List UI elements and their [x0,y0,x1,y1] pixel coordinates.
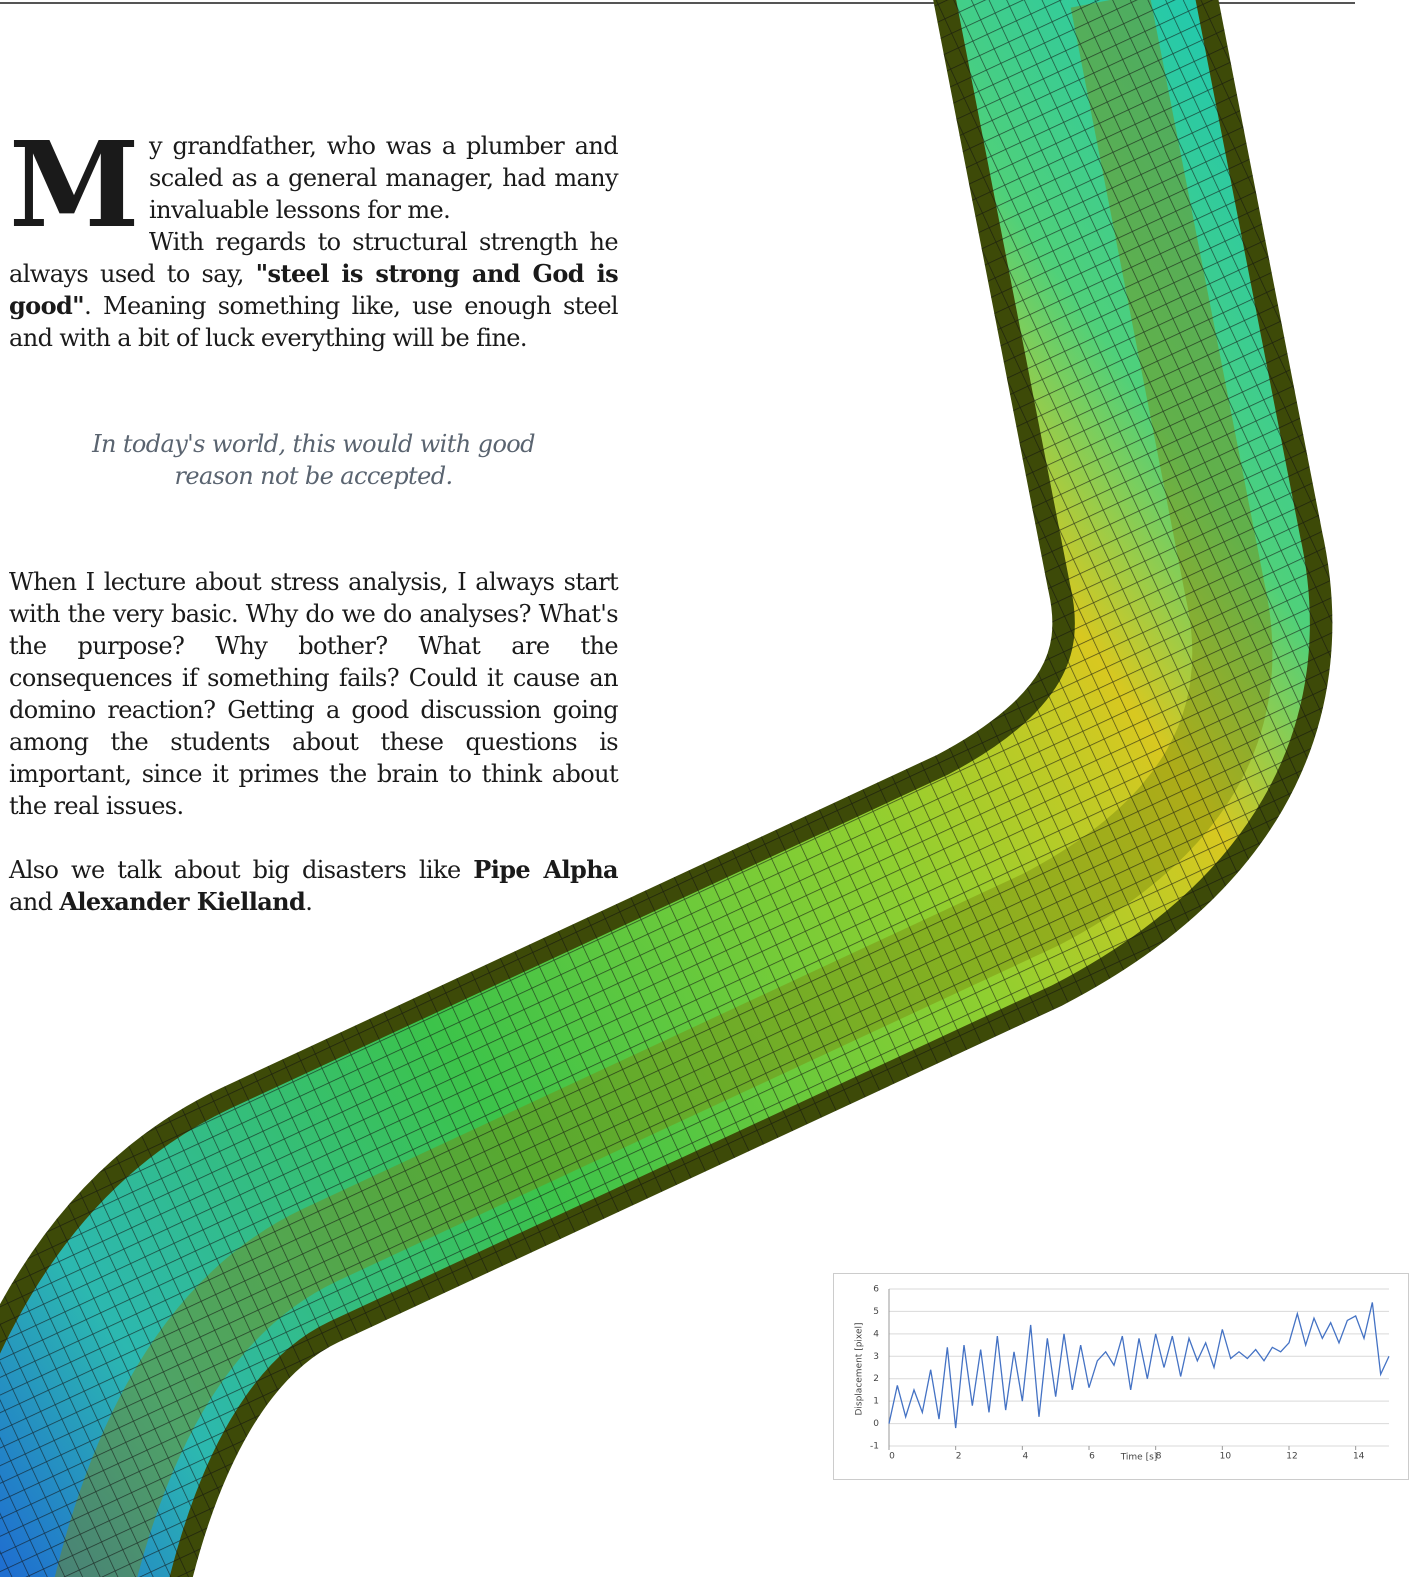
y-tick-label: 6 [873,1285,879,1295]
chart: Time [s] Displacement [pixel] -101234560… [834,1274,1408,1479]
y-tick-label: -1 [870,1442,879,1452]
x-tick-label: 0 [889,1452,895,1462]
y-tick-label: 4 [873,1329,879,1339]
text: . [305,888,312,916]
bold-text: Pipe Alpha [473,855,618,884]
paragraph: When I lecture about stress analysis, I … [9,566,618,822]
x-tick-label: 12 [1286,1452,1297,1462]
paragraph: Also we talk about big disasters like Pi… [9,854,618,918]
y-axis-label: Displacement [pixel] [855,1322,865,1415]
y-tick-label: 5 [873,1307,879,1317]
text: and [9,888,59,916]
x-tick-label: 2 [956,1452,962,1462]
text: . Meaning something like, use enough ste… [9,292,618,352]
data-line [889,1302,1389,1428]
drop-cap: M [9,138,139,232]
y-tick-label: 0 [873,1419,879,1429]
y-tick-label: 2 [873,1374,879,1384]
x-tick-label: 4 [1022,1452,1028,1462]
x-tick-label: 8 [1156,1452,1162,1462]
y-tick-label: 1 [873,1397,879,1407]
pull-quote: In today's world, this would with good r… [9,428,618,492]
text: Also we talk about big disasters like [9,856,473,884]
x-axis-label: Time [s] [1120,1453,1158,1463]
y-tick-label: 3 [873,1352,879,1362]
x-tick-label: 14 [1353,1452,1365,1462]
text: y grandfather, who was a plumber and sca… [149,132,618,224]
x-tick-label: 6 [1089,1452,1095,1462]
page: My grandfather, who was a plumber and sc… [0,0,1420,1577]
bold-text: Alexander Kielland [59,887,305,916]
x-tick-label: 10 [1220,1452,1232,1462]
